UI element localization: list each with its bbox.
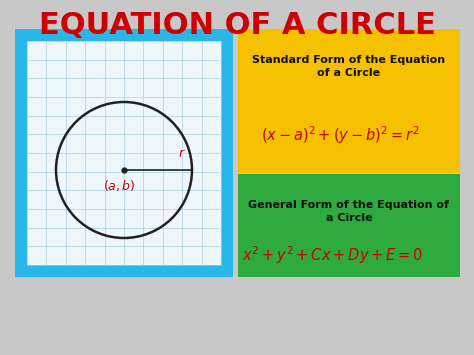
Text: $(x - a)^2 + (y - b)^2 = r^2$: $(x - a)^2 + (y - b)^2 = r^2$ [261, 124, 419, 146]
Text: General Form of the Equation of
a Circle: General Form of the Equation of a Circle [248, 200, 449, 223]
Text: Standard Form of the Equation
of a Circle: Standard Form of the Equation of a Circl… [253, 55, 446, 78]
Text: $x^2 + y^2 + Cx + Dy + E = 0$: $x^2 + y^2 + Cx + Dy + E = 0$ [242, 244, 424, 266]
Text: $(a,b)$: $(a,b)$ [103, 178, 136, 193]
FancyBboxPatch shape [238, 174, 460, 277]
Text: $r$: $r$ [178, 147, 186, 160]
Text: EQUATION OF A CIRCLE: EQUATION OF A CIRCLE [38, 11, 436, 39]
FancyBboxPatch shape [238, 29, 460, 173]
FancyBboxPatch shape [15, 29, 233, 277]
FancyBboxPatch shape [27, 41, 221, 265]
